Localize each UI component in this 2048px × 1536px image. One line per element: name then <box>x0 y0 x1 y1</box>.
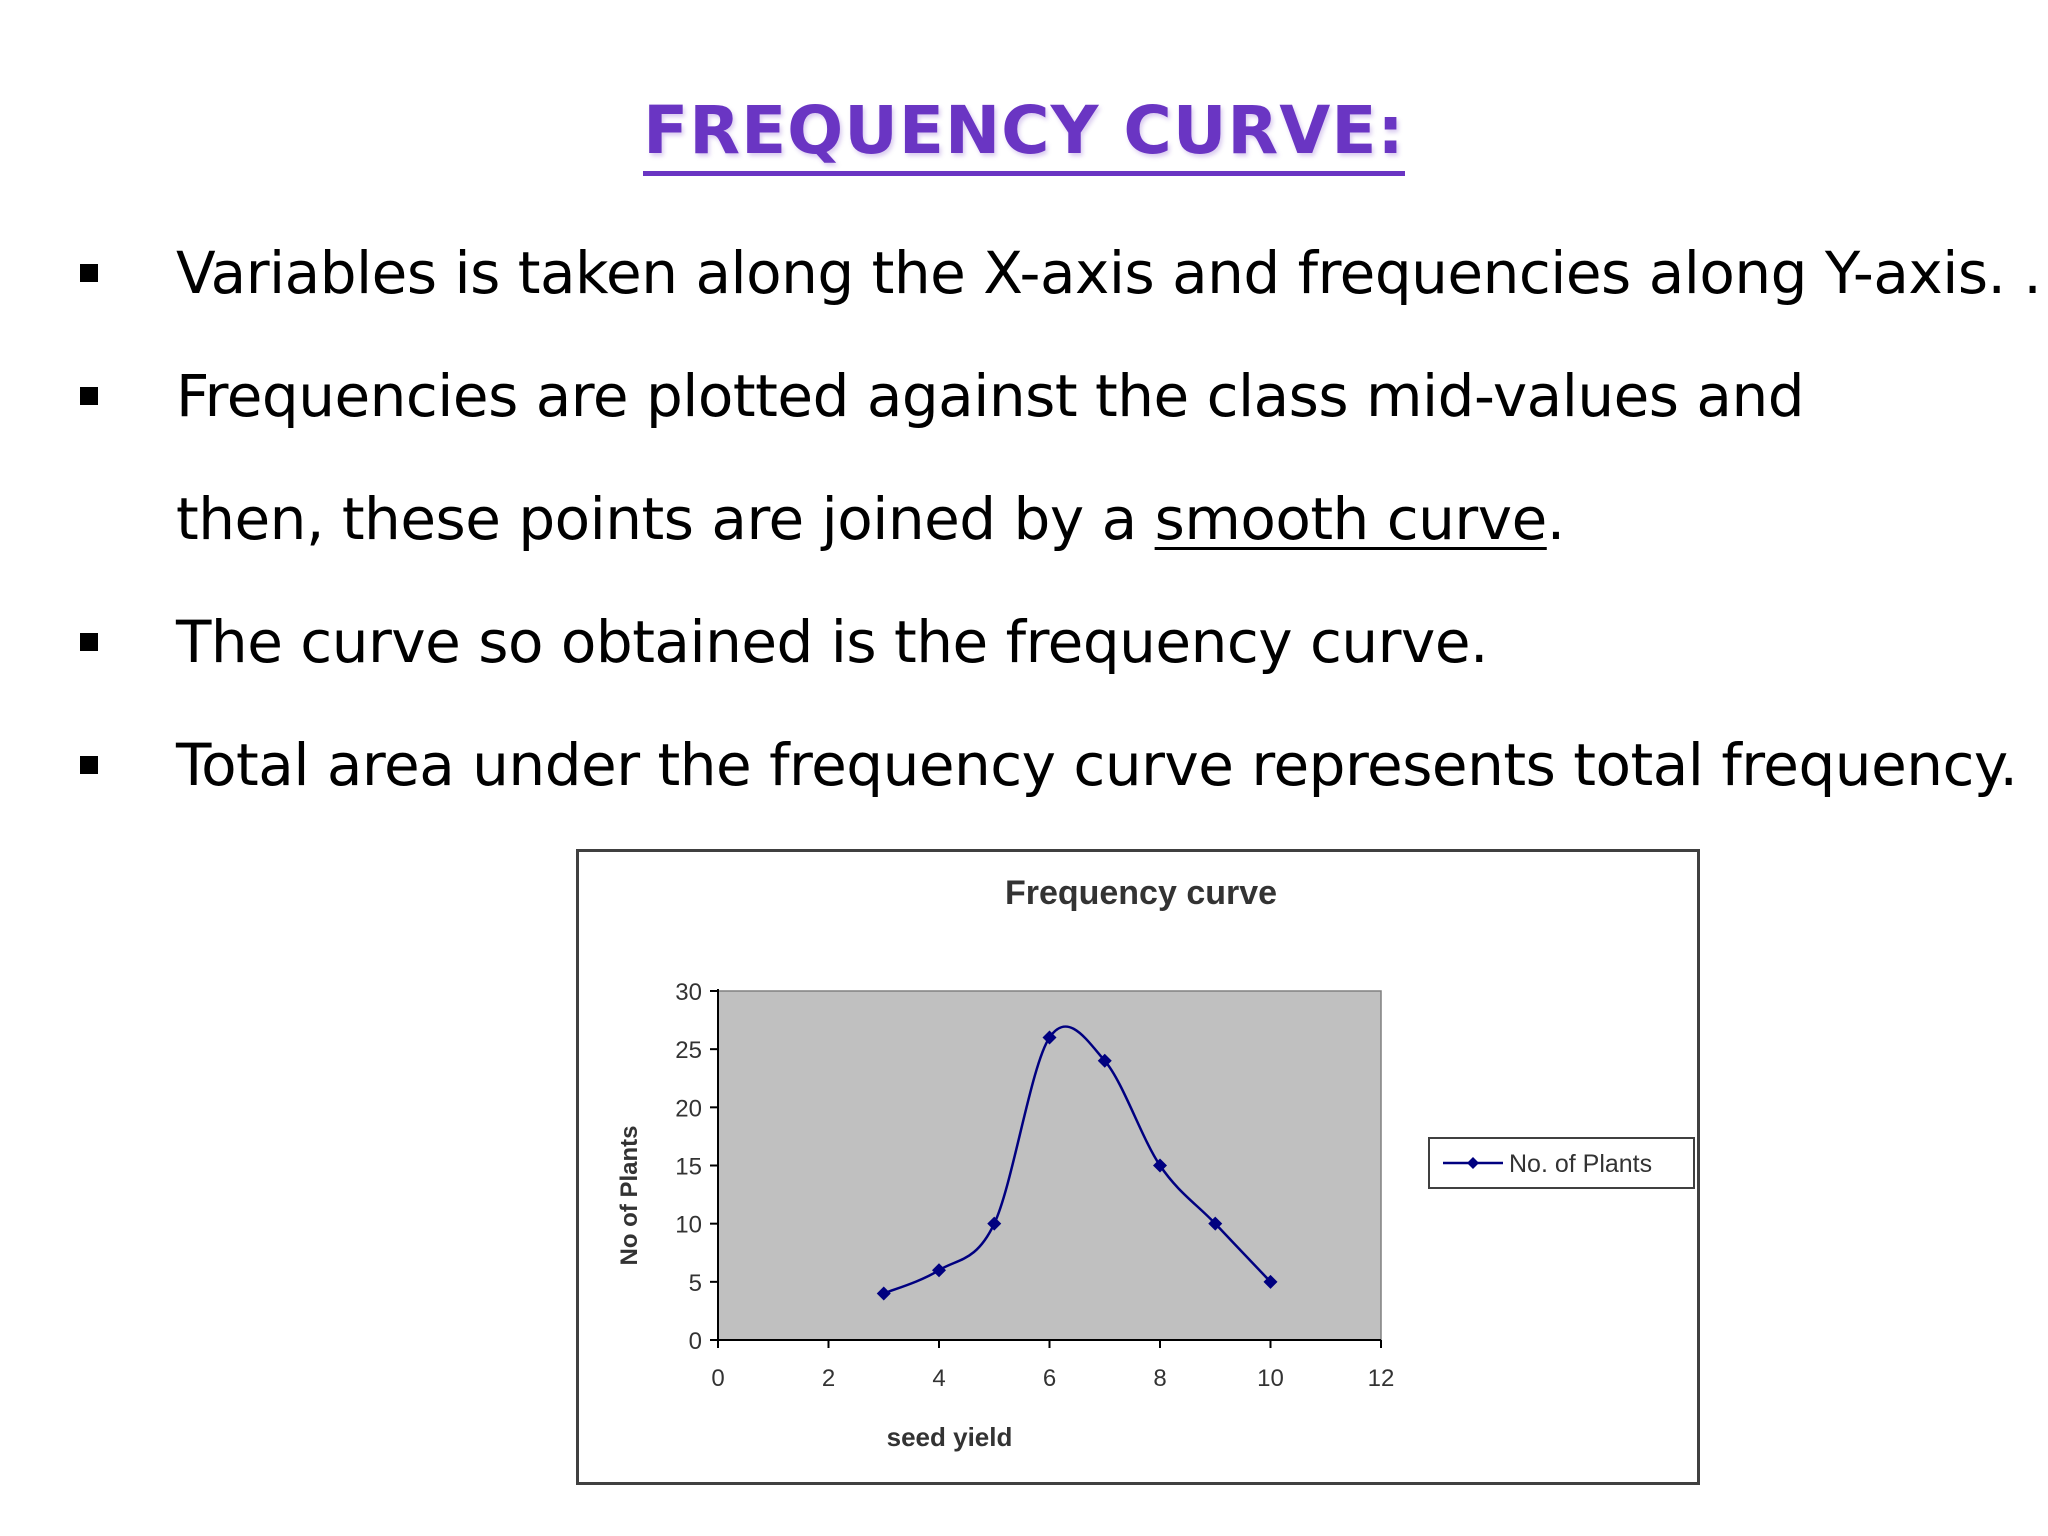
continuation-suffix: . <box>1546 485 1565 553</box>
x-tick-label: 12 <box>1368 1365 1395 1392</box>
bullet-item-2: Frequencies are plotted against the clas… <box>0 356 2048 436</box>
bullet-continuation-text: then, these points are joined by a smoot… <box>176 479 1565 559</box>
y-tick-label: 5 <box>689 1270 702 1297</box>
bullet-item-1: Variables is taken along the X-axis and … <box>0 233 2048 313</box>
series-line <box>883 1025 1272 1295</box>
slide-title: FREQUENCY CURVE: <box>0 92 2048 176</box>
data-point-marker <box>932 1263 946 1278</box>
bullet-text: Variables is taken along the X-axis and … <box>176 239 2042 307</box>
x-tick-label: 6 <box>1043 1365 1056 1392</box>
y-tick-label: 10 <box>675 1212 702 1239</box>
data-point-marker <box>876 1286 891 1301</box>
y-tick-label: 15 <box>675 1154 702 1181</box>
bullet-item-3: The curve so obtained is the frequency c… <box>0 602 2048 682</box>
data-point-marker <box>1097 1053 1112 1068</box>
x-tick-label: 0 <box>711 1365 724 1392</box>
data-point-marker <box>1208 1216 1223 1231</box>
square-bullet-icon <box>80 633 98 651</box>
bullet-text: The curve so obtained is the frequency c… <box>176 608 1488 676</box>
bullet-item-4: Total area under the frequency curve rep… <box>0 725 2048 805</box>
continuation-prefix: then, these points are joined by a <box>176 485 1155 553</box>
x-tick-label: 4 <box>932 1365 945 1392</box>
x-axis-label: seed yield <box>887 1422 1013 1452</box>
y-tick-label: 25 <box>675 1037 702 1064</box>
y-axis-label: No of Plants <box>616 1125 643 1265</box>
legend-label: No. of Plants <box>1509 1150 1652 1178</box>
bullet-text: Frequencies are plotted against the clas… <box>176 362 1805 430</box>
bullet-text: Total area under the frequency curve rep… <box>176 731 2018 799</box>
chart-title: Frequency curve <box>1005 874 1277 912</box>
smooth-curve-emphasis: smooth curve <box>1154 485 1548 553</box>
data-point-marker <box>1263 1274 1278 1289</box>
x-tick-label: 2 <box>822 1365 835 1392</box>
slide-title-text: FREQUENCY CURVE: <box>643 92 1405 176</box>
square-bullet-icon <box>80 756 98 774</box>
bullet-item-2-continuation: then, these points are joined by a smoot… <box>0 479 2048 559</box>
frequency-chart: Frequency curve 0 5 10 15 20 25 30 0 2 4 6 8 10 12 seed… <box>616 874 1695 1452</box>
x-tick-label: 10 <box>1257 1365 1284 1392</box>
square-bullet-icon <box>80 264 98 282</box>
y-tick-label: 0 <box>689 1328 702 1355</box>
y-tick-label: 20 <box>675 1095 702 1122</box>
y-tick-label: 30 <box>675 979 702 1006</box>
legend-marker <box>1467 1157 1479 1169</box>
x-tick-label: 8 <box>1153 1365 1166 1392</box>
data-point-marker <box>1042 1030 1057 1045</box>
chart-frame: Frequency curve 0 5 10 15 20 25 30 0 2 4 6 8 10 12 seed… <box>576 849 1700 1485</box>
square-bullet-icon <box>80 387 98 405</box>
data-point-marker <box>987 1216 1002 1231</box>
data-point-marker <box>1153 1158 1167 1173</box>
